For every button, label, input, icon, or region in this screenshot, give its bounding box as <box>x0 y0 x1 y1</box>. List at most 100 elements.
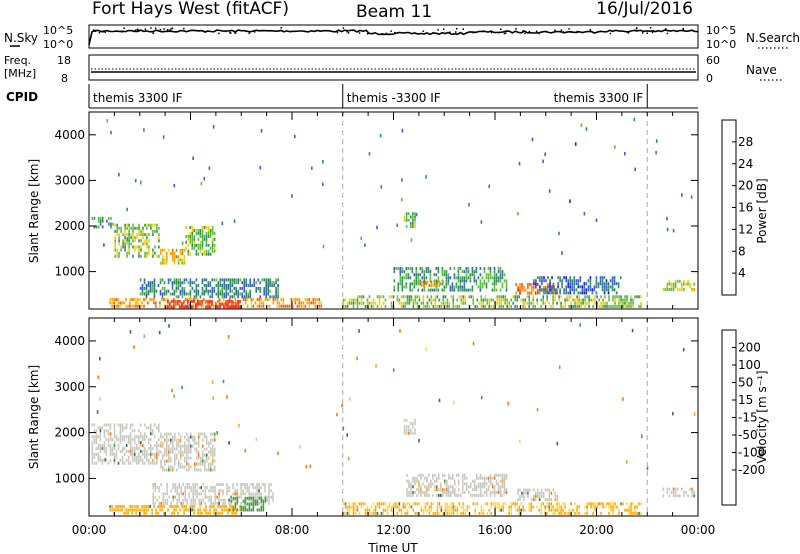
data-cell <box>300 301 303 305</box>
data-cell <box>121 429 124 433</box>
data-cell <box>156 461 158 465</box>
data-cell <box>344 505 347 509</box>
data-cell <box>268 498 270 502</box>
data-cell <box>201 289 204 293</box>
data-cell <box>192 492 194 496</box>
date-label: 16/Jul/2016 <box>596 0 693 19</box>
data-cell <box>308 304 311 308</box>
data-cell <box>547 276 549 280</box>
data-cell <box>205 237 208 241</box>
data-cell <box>179 289 182 293</box>
data-cell <box>269 281 271 285</box>
data-cell <box>454 505 457 509</box>
data-cell <box>242 499 245 503</box>
data-cell <box>503 479 506 483</box>
data-cell <box>556 498 559 502</box>
data-cell <box>432 493 434 497</box>
data-cell <box>506 301 508 305</box>
data-cell <box>152 432 154 436</box>
data-cell <box>232 301 235 305</box>
data-cell <box>462 502 465 506</box>
data-cell <box>453 285 456 289</box>
data-cell <box>157 284 160 287</box>
data-cell <box>205 453 208 457</box>
data-cell <box>465 485 468 489</box>
data-cell <box>246 502 249 506</box>
data-cell <box>426 493 428 497</box>
data-cell <box>672 487 675 491</box>
data-cell <box>191 226 194 229</box>
data-cell <box>217 281 220 285</box>
data-cell <box>435 273 438 277</box>
data-cell <box>199 234 202 238</box>
data-cell <box>414 221 416 225</box>
data-cell <box>550 491 553 495</box>
data-cell <box>409 288 412 292</box>
data-cell <box>601 279 604 283</box>
data-cell <box>412 491 414 494</box>
data-cell <box>535 279 537 283</box>
data-cell <box>374 301 377 305</box>
data-cell <box>158 233 160 237</box>
data-cell <box>436 295 439 299</box>
data-cell <box>223 295 226 299</box>
data-cell <box>188 465 190 469</box>
data-cell <box>405 218 408 222</box>
data-cell <box>197 298 199 302</box>
data-cell <box>434 304 437 308</box>
data-cell <box>634 508 636 512</box>
data-cell <box>147 289 150 293</box>
data-cell <box>533 279 535 283</box>
data-cell <box>441 273 444 277</box>
data-cell <box>114 242 116 246</box>
data-cell <box>103 429 106 433</box>
data-cell <box>191 243 194 247</box>
data-cell <box>113 452 116 456</box>
data-cell <box>449 267 452 270</box>
data-cell <box>223 505 225 508</box>
data-cell <box>138 239 140 243</box>
data-cell <box>196 492 198 496</box>
data-cell <box>436 511 439 515</box>
data-cell <box>203 289 206 293</box>
data-cell <box>189 278 192 282</box>
data-cell <box>232 498 234 502</box>
scatter-echo <box>346 433 348 437</box>
data-cell <box>522 508 524 512</box>
data-cell <box>450 511 453 515</box>
data-cell <box>193 234 196 238</box>
data-cell <box>182 483 184 486</box>
data-cell <box>594 298 596 302</box>
data-cell <box>542 491 545 495</box>
data-cell <box>538 494 541 498</box>
data-cell <box>460 301 463 305</box>
data-cell <box>499 485 502 489</box>
data-cell <box>374 505 377 509</box>
data-cell <box>691 490 693 494</box>
data-cell <box>316 298 319 302</box>
data-cell <box>446 301 449 305</box>
data-cell <box>566 511 568 515</box>
data-cell <box>434 473 436 477</box>
data-cell <box>221 302 223 306</box>
data-cell <box>428 488 430 492</box>
data-cell <box>448 505 451 509</box>
data-cell <box>257 278 259 282</box>
data-cell <box>475 476 478 480</box>
data-cell <box>524 298 526 302</box>
data-cell <box>493 279 496 283</box>
data-cell <box>191 298 193 302</box>
data-cell <box>519 288 521 292</box>
data-cell <box>260 492 262 496</box>
data-cell <box>473 479 476 483</box>
data-cell <box>486 301 489 305</box>
data-cell <box>95 461 98 465</box>
data-cell <box>388 505 391 509</box>
data-cell <box>103 458 106 462</box>
data-cell <box>97 426 100 430</box>
data-cell <box>149 289 152 293</box>
data-cell <box>177 286 180 290</box>
data-cell <box>674 494 677 498</box>
data-cell <box>605 285 608 289</box>
data-cell <box>457 488 460 492</box>
